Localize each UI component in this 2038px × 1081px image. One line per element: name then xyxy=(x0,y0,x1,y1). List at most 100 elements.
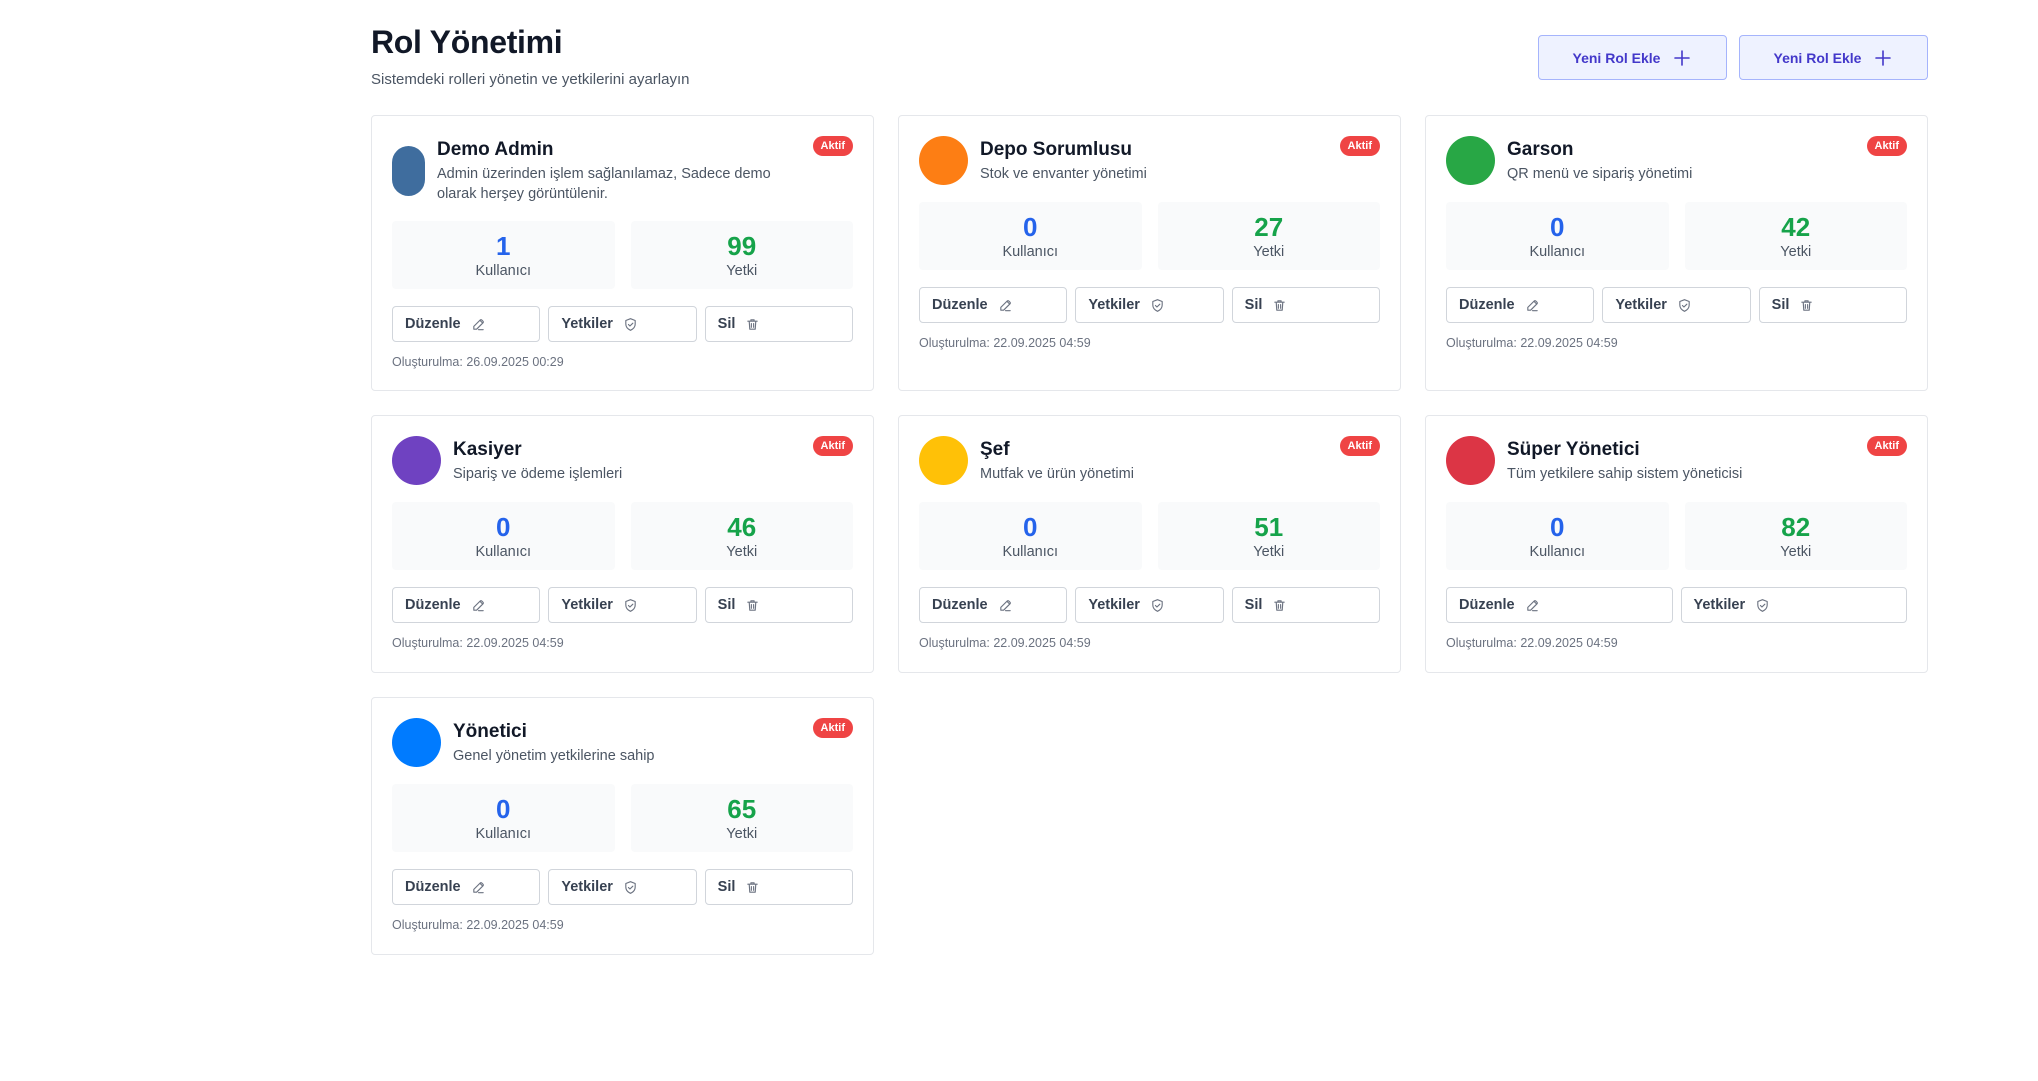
edit-role-button[interactable]: Düzenle xyxy=(1446,587,1673,623)
shield-check-icon xyxy=(1757,598,1768,612)
user-count-value: 0 xyxy=(1023,212,1038,242)
user-count-stat: 0 Kullanıcı xyxy=(392,502,615,570)
trash-icon xyxy=(747,881,759,893)
role-info: Depo Sorumlusu Stok ve envanter yönetimi xyxy=(980,136,1207,184)
role-card-header: Garson QR menü ve sipariş yönetimi xyxy=(1446,136,1907,185)
permission-count-label: Yetki xyxy=(726,263,758,279)
role-info: Yönetici Genel yönetim yetkilerine sahip xyxy=(453,718,715,766)
edit-icon xyxy=(1526,599,1538,611)
page-title: Rol Yönetimi xyxy=(371,24,563,60)
role-color-avatar xyxy=(919,436,968,485)
permissions-button[interactable]: Yetkiler xyxy=(548,587,697,623)
permission-count-label: Yetki xyxy=(1253,244,1285,260)
role-card: Aktif Garson QR menü ve sipariş yönetimi 0 K… xyxy=(1425,115,1928,391)
role-description: Genel yönetim yetkilerine sahip xyxy=(453,748,655,764)
role-management-page: Rol Yönetimi Sistemdeki rolleri yönetin … xyxy=(371,0,1928,955)
shield-check-icon xyxy=(625,880,636,894)
edit-role-button[interactable]: Düzenle xyxy=(392,306,541,342)
permission-count-value: 42 xyxy=(1781,212,1811,242)
edit-label: Düzenle xyxy=(405,316,461,332)
role-actions: Düzenle Yetkiler Sil xyxy=(392,587,853,623)
trash-icon xyxy=(747,318,759,330)
permissions-label: Yetkiler xyxy=(561,316,613,332)
delete-role-button[interactable]: Sil xyxy=(1231,587,1380,623)
delete-role-button[interactable]: Sil xyxy=(704,587,853,623)
user-count-label: Kullanıcı xyxy=(1529,544,1586,560)
trash-icon xyxy=(1801,299,1813,311)
role-name: Yönetici xyxy=(453,721,527,742)
permission-count-stat: 27 Yetki xyxy=(1157,202,1380,270)
created-date: Oluşturulma: 22.09.2025 04:59 xyxy=(1446,336,1618,350)
permission-count-stat: 99 Yetki xyxy=(630,221,853,289)
edit-icon xyxy=(472,599,484,611)
add-role-button[interactable]: Yeni Rol Ekle xyxy=(1538,35,1727,80)
role-info: Kasiyer Sipariş ve ödeme işlemleri xyxy=(453,436,682,484)
trash-icon xyxy=(1274,299,1286,311)
permissions-button[interactable]: Yetkiler xyxy=(1075,287,1224,323)
user-count-value: 1 xyxy=(496,231,511,261)
edit-role-button[interactable]: Düzenle xyxy=(392,587,541,623)
permissions-button[interactable]: Yetkiler xyxy=(548,306,697,342)
delete-role-button[interactable]: Sil xyxy=(1231,287,1380,323)
shield-check-icon xyxy=(1152,298,1163,312)
role-stats: 0 Kullanıcı 82 Yetki xyxy=(1446,502,1907,570)
role-card: Aktif Depo Sorumlusu Stok ve envanter yöne… xyxy=(898,115,1401,391)
status-badge: Aktif xyxy=(1339,136,1380,156)
edit-icon xyxy=(999,299,1011,311)
role-name: Demo Admin xyxy=(437,139,554,160)
role-actions: Düzenle Yetkiler Sil xyxy=(1446,287,1907,323)
header-actions: Yeni Rol Ekle Yeni Rol Ekle xyxy=(1538,35,1928,80)
user-count-label: Kullanıcı xyxy=(1002,244,1059,260)
permissions-button[interactable]: Yetkiler xyxy=(1075,587,1224,623)
role-card-header: Depo Sorumlusu Stok ve envanter yönetimi xyxy=(919,136,1380,185)
role-color-avatar xyxy=(919,136,968,185)
role-card: Aktif Yönetici Genel yönetim yetkilerine s… xyxy=(371,697,874,955)
created-date: Oluşturulma: 22.09.2025 04:59 xyxy=(919,636,1091,650)
delete-label: Sil xyxy=(1771,297,1790,313)
edit-role-button[interactable]: Düzenle xyxy=(392,869,541,905)
user-count-label: Kullanıcı xyxy=(1002,544,1059,560)
role-name: Süper Yönetici xyxy=(1507,439,1640,460)
status-badge: Aktif xyxy=(1866,136,1907,156)
user-count-value: 0 xyxy=(496,794,511,824)
permission-count-value: 82 xyxy=(1781,512,1811,542)
role-description: Sipariş ve ödeme işlemleri xyxy=(453,466,623,482)
delete-role-button[interactable]: Sil xyxy=(704,869,853,905)
permission-count-label: Yetki xyxy=(1780,244,1812,260)
edit-role-button[interactable]: Düzenle xyxy=(919,587,1068,623)
created-date: Oluşturulma: 22.09.2025 04:59 xyxy=(1446,636,1618,650)
user-count-stat: 0 Kullanıcı xyxy=(919,202,1142,270)
role-description: Tüm yetkilere sahip sistem yöneticisi xyxy=(1507,466,1743,482)
plus-icon xyxy=(1875,49,1892,66)
role-grid: Aktif Demo Admin Admin üzerinden işlem sağ… xyxy=(371,115,1928,955)
permissions-button[interactable]: Yetkiler xyxy=(1602,287,1751,323)
add-role-button-secondary[interactable]: Yeni Rol Ekle xyxy=(1739,35,1928,80)
edit-role-button[interactable]: Düzenle xyxy=(919,287,1068,323)
delete-label: Sil xyxy=(1244,597,1263,613)
role-stats: 0 Kullanıcı 65 Yetki xyxy=(392,784,853,852)
delete-label: Sil xyxy=(1244,297,1263,313)
permission-count-value: 46 xyxy=(727,512,757,542)
delete-role-button[interactable]: Sil xyxy=(704,306,853,342)
shield-check-icon xyxy=(625,598,636,612)
role-description: Stok ve envanter yönetimi xyxy=(980,166,1147,182)
edit-label: Düzenle xyxy=(1459,297,1515,313)
permission-count-stat: 51 Yetki xyxy=(1157,502,1380,570)
user-count-label: Kullanıcı xyxy=(475,544,532,560)
role-card-header: Süper Yönetici Tüm yetkilere sahip sistem… xyxy=(1446,436,1907,485)
delete-role-button[interactable]: Sil xyxy=(1758,287,1907,323)
permissions-button[interactable]: Yetkiler xyxy=(1680,587,1907,623)
permissions-button[interactable]: Yetkiler xyxy=(548,869,697,905)
role-stats: 0 Kullanıcı 46 Yetki xyxy=(392,502,853,570)
role-card-header: Şef Mutfak ve ürün yönetimi xyxy=(919,436,1380,485)
delete-label: Sil xyxy=(717,316,736,332)
role-actions: Düzenle Yetkiler xyxy=(1446,587,1907,623)
page-subtitle: Sistemdeki rolleri yönetin ve yetkilerin… xyxy=(371,71,690,88)
permission-count-value: 27 xyxy=(1254,212,1284,242)
created-date: Oluşturulma: 22.09.2025 04:59 xyxy=(392,918,564,932)
role-actions: Düzenle Yetkiler Sil xyxy=(919,287,1380,323)
role-info: Süper Yönetici Tüm yetkilere sahip sistem… xyxy=(1507,436,1802,484)
permission-count-value: 51 xyxy=(1254,512,1284,542)
edit-role-button[interactable]: Düzenle xyxy=(1446,287,1595,323)
delete-label: Sil xyxy=(717,879,736,895)
